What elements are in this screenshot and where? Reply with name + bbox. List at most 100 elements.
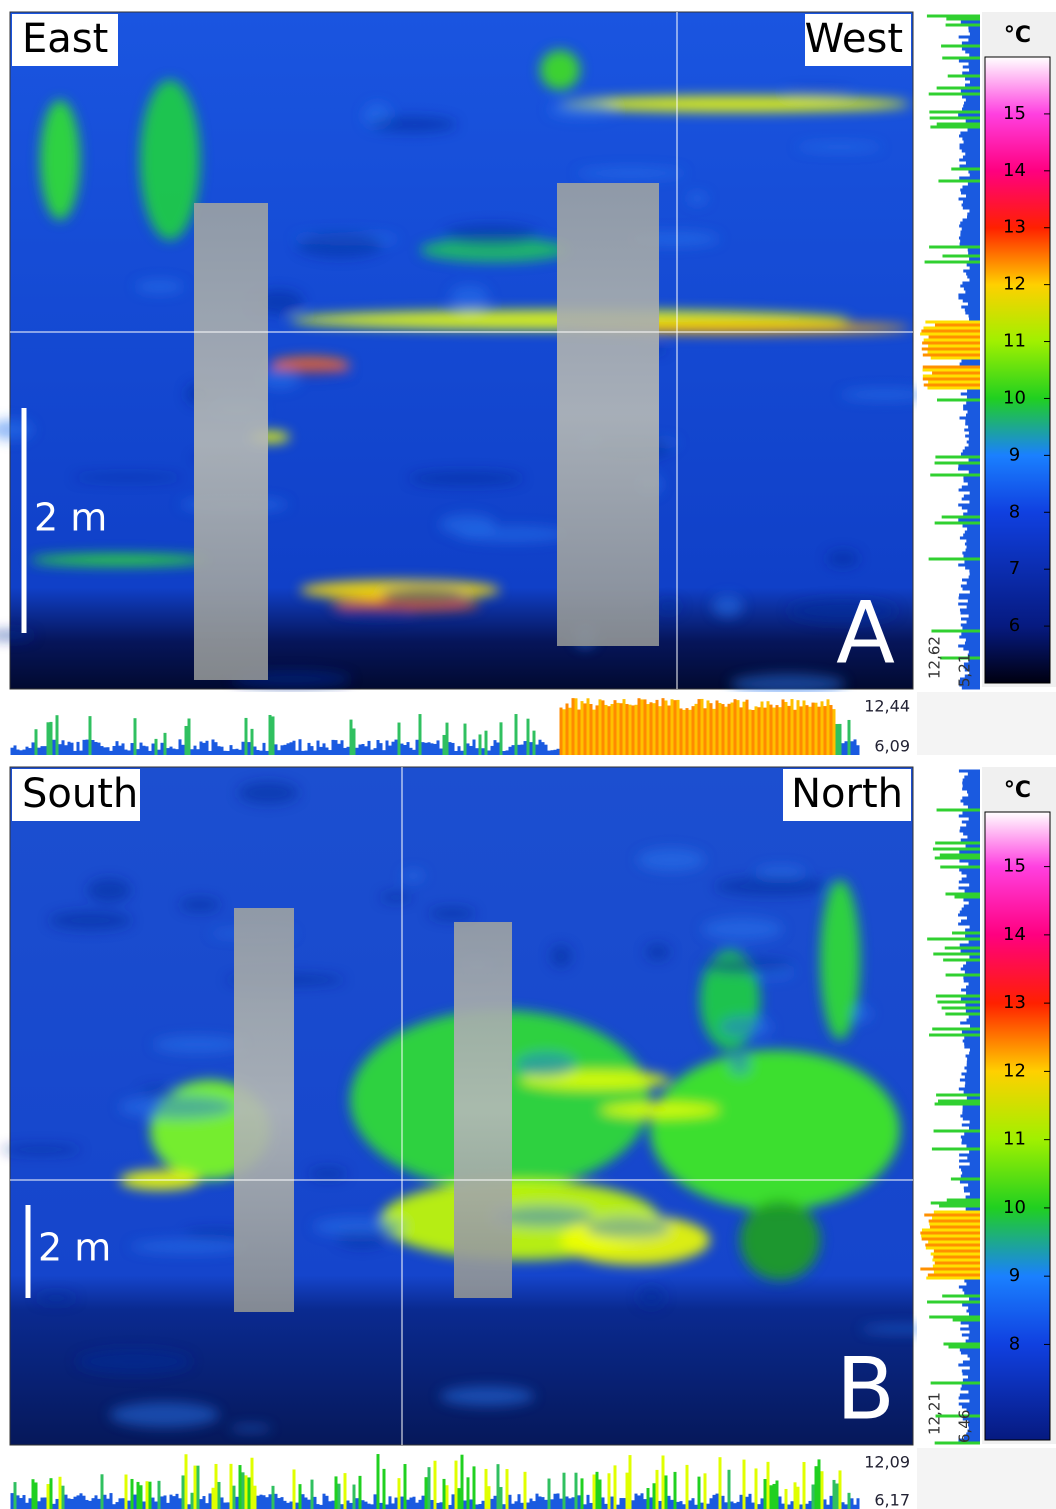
texture xyxy=(1,1145,80,1155)
texture xyxy=(577,168,685,179)
photo-column xyxy=(234,908,294,1312)
texture xyxy=(656,601,682,612)
colorbar-tick-label: 10 xyxy=(1003,1197,1026,1218)
texture xyxy=(338,606,414,619)
right-label: West xyxy=(805,16,903,62)
texture xyxy=(719,1016,772,1039)
colorbar xyxy=(985,57,1050,683)
texture xyxy=(646,944,670,960)
texture xyxy=(827,550,859,566)
left-label: East xyxy=(22,16,108,62)
texture xyxy=(548,101,614,119)
bottom-max: 12,09 xyxy=(864,1453,910,1472)
texture xyxy=(756,866,805,878)
colorbar-tick-label: 11 xyxy=(1003,331,1026,352)
texture xyxy=(380,893,411,902)
texture xyxy=(551,945,572,967)
texture xyxy=(440,1386,535,1406)
texture xyxy=(730,673,845,694)
texture xyxy=(382,587,466,606)
texture xyxy=(297,233,383,257)
colorbar-tick-label: 13 xyxy=(1003,992,1026,1013)
side-min: 5,21 xyxy=(956,654,974,687)
colorbar-tick-label: 9 xyxy=(1009,444,1020,465)
warm-zone xyxy=(540,50,580,90)
texture xyxy=(851,1006,871,1022)
texture xyxy=(687,193,708,204)
scale-label: 2 m xyxy=(38,1226,111,1270)
texture xyxy=(715,876,831,896)
colorbar-tick-label: 13 xyxy=(1003,217,1026,238)
side-min: 6,46 xyxy=(956,1410,974,1443)
left-label: South xyxy=(22,771,138,817)
warm-zone xyxy=(600,1102,720,1118)
texture xyxy=(87,878,130,902)
texture xyxy=(638,1287,664,1307)
right-label: North xyxy=(791,771,903,817)
texture xyxy=(153,1036,243,1053)
blank-corner xyxy=(917,1448,1056,1509)
colorbar-tick-label: 11 xyxy=(1003,1129,1026,1150)
texture xyxy=(180,898,220,912)
texture xyxy=(135,280,183,293)
texture xyxy=(702,918,783,941)
texture xyxy=(119,1095,235,1119)
colorbar-unit: °C xyxy=(1004,23,1031,48)
texture xyxy=(110,1402,220,1428)
texture xyxy=(49,911,132,930)
texture xyxy=(402,870,425,881)
texture xyxy=(370,116,456,132)
texture xyxy=(450,285,489,309)
texture xyxy=(76,1349,192,1374)
texture xyxy=(313,1217,405,1235)
colorbar-tick-label: 14 xyxy=(1003,160,1026,181)
colorbar-unit: °C xyxy=(1004,778,1031,803)
texture xyxy=(230,1425,272,1431)
colorbar-tick-label: 6 xyxy=(1009,615,1020,636)
texture xyxy=(637,848,705,871)
texture xyxy=(700,958,793,974)
texture xyxy=(439,514,495,535)
colorbar-tick-label: 12 xyxy=(1003,274,1026,295)
colorbar-tick-label: 15 xyxy=(1003,856,1026,877)
colorbar-tick-label: 8 xyxy=(1009,501,1020,522)
bottom-max: 12,44 xyxy=(864,697,910,716)
texture xyxy=(409,471,523,485)
side-max: 12,21 xyxy=(926,1392,944,1435)
colorbar-tick-label: 10 xyxy=(1003,387,1026,408)
bottom-min: 6,09 xyxy=(874,737,910,756)
blank-corner xyxy=(917,692,1056,755)
colorbar-tick-label: 15 xyxy=(1003,103,1026,124)
photo-column xyxy=(454,922,512,1298)
photo-column xyxy=(194,203,268,680)
colorbar-tick-label: 9 xyxy=(1009,1265,1020,1286)
texture xyxy=(516,1052,576,1077)
panel-label: A xyxy=(836,583,895,683)
side-max: 12,62 xyxy=(926,636,944,679)
colorbar-tick-label: 12 xyxy=(1003,1060,1026,1081)
texture xyxy=(783,89,852,95)
warm-zone xyxy=(140,80,200,240)
colorbar-tick-label: 14 xyxy=(1003,924,1026,945)
texture xyxy=(841,389,929,400)
panel-label: B xyxy=(836,1339,895,1439)
warm-zone xyxy=(40,100,80,220)
colorbar-tick-label: 7 xyxy=(1009,558,1020,579)
scale-label: 2 m xyxy=(34,496,107,540)
colorbar-tick-label: 8 xyxy=(1009,1333,1020,1354)
texture xyxy=(586,1216,670,1239)
texture xyxy=(73,474,182,481)
texture xyxy=(429,907,475,920)
texture xyxy=(729,1053,751,1074)
texture xyxy=(443,224,538,245)
texture xyxy=(309,1168,347,1180)
photo-column xyxy=(557,183,659,646)
texture xyxy=(130,1240,248,1253)
texture xyxy=(36,1293,76,1303)
texture xyxy=(712,595,743,617)
warm-zone xyxy=(30,554,210,566)
figure: East West 2 m A 12,62 5,21 12,44 6,09 °C 6 7 8 9 10 11… xyxy=(0,0,1056,1509)
warm-zone xyxy=(740,1200,820,1280)
bottom-min: 6,17 xyxy=(874,1491,910,1509)
warm-zone xyxy=(650,1050,900,1210)
